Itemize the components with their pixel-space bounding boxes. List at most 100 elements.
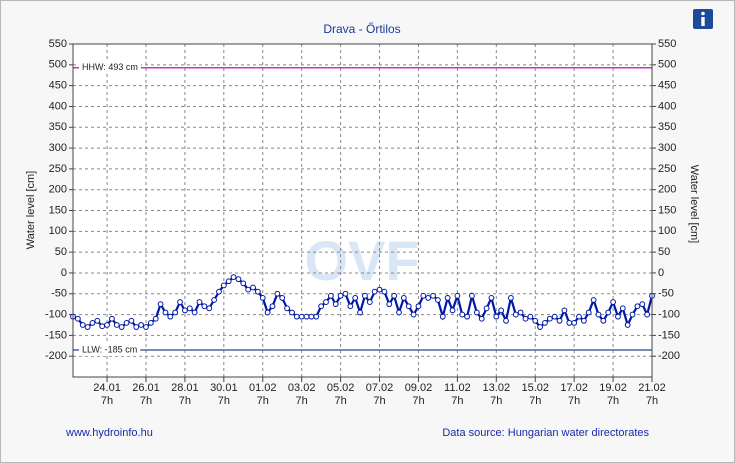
data-point bbox=[405, 303, 412, 310]
footer-link[interactable]: www.hydroinfo.hu bbox=[65, 427, 153, 439]
data-point bbox=[318, 303, 325, 310]
data-point bbox=[639, 301, 646, 308]
data-point bbox=[138, 322, 145, 328]
x-tick-label: 7h bbox=[607, 395, 619, 407]
x-tick-label: 01.02 bbox=[249, 382, 277, 394]
data-point bbox=[211, 297, 218, 303]
data-point bbox=[347, 303, 354, 310]
data-point bbox=[332, 301, 339, 308]
data-point bbox=[157, 301, 164, 308]
data-point bbox=[546, 315, 553, 322]
y2-tick-label: 150 bbox=[658, 204, 676, 216]
data-point bbox=[172, 309, 179, 316]
y2-tick-label: 0 bbox=[658, 267, 664, 279]
y2-tick-label: -200 bbox=[658, 350, 680, 362]
data-point bbox=[337, 292, 344, 299]
data-point bbox=[109, 315, 115, 322]
x-tick-label: 7h bbox=[218, 395, 230, 407]
data-point bbox=[104, 322, 110, 328]
data-point bbox=[230, 274, 237, 281]
data-point bbox=[79, 322, 86, 328]
data-point bbox=[279, 295, 286, 301]
plot-border bbox=[72, 43, 653, 378]
data-point bbox=[274, 290, 281, 297]
y-tick-label: 150 bbox=[49, 204, 67, 216]
y-tick-label: 400 bbox=[49, 100, 67, 112]
data-point bbox=[162, 309, 169, 316]
data-point bbox=[561, 307, 568, 314]
data-point bbox=[118, 324, 125, 330]
data-point bbox=[191, 309, 198, 316]
data-point bbox=[342, 290, 349, 297]
y-tick-label: -200 bbox=[45, 350, 67, 362]
y-tick-label: 50 bbox=[55, 246, 67, 258]
y-tick-label: -150 bbox=[45, 329, 67, 341]
data-point bbox=[123, 319, 130, 326]
data-point bbox=[264, 309, 271, 316]
data-point bbox=[400, 295, 407, 301]
data-point bbox=[94, 317, 101, 324]
data-point bbox=[196, 299, 203, 305]
data-point bbox=[396, 309, 402, 316]
data-point bbox=[99, 323, 106, 330]
data-point bbox=[493, 313, 500, 320]
x-tick-label: 7h bbox=[412, 395, 424, 407]
data-point bbox=[84, 324, 91, 330]
x-tick-label: 05.02 bbox=[327, 382, 355, 394]
data-point bbox=[512, 311, 519, 318]
x-tick-label: 11.02 bbox=[444, 382, 471, 394]
y-tick-label: 0 bbox=[61, 267, 67, 279]
y2-tick-label: 550 bbox=[658, 38, 676, 50]
threshold-label-bg bbox=[79, 342, 141, 356]
data-point bbox=[435, 297, 441, 303]
x-tick-label: 24.01 bbox=[93, 382, 121, 394]
data-point bbox=[186, 305, 193, 312]
y-tick-label: -50 bbox=[51, 288, 67, 300]
x-tick-label: 7h bbox=[334, 395, 346, 407]
data-point bbox=[478, 315, 485, 322]
data-point bbox=[483, 305, 490, 312]
data-point bbox=[240, 280, 247, 287]
y-tick-label: 350 bbox=[49, 121, 67, 133]
x-tick-label: 7h bbox=[140, 395, 152, 407]
data-point bbox=[624, 322, 631, 328]
y2-tick-label: 450 bbox=[658, 80, 676, 92]
data-point bbox=[415, 303, 422, 310]
data-point bbox=[610, 299, 616, 305]
y2-tick-label: 250 bbox=[658, 163, 676, 175]
data-point bbox=[439, 313, 446, 320]
x-tick-label: 7h bbox=[451, 395, 463, 407]
data-point bbox=[269, 303, 276, 310]
data-point bbox=[113, 322, 120, 328]
x-tick-label: 19.02 bbox=[599, 382, 627, 394]
data-point bbox=[250, 284, 256, 291]
data-point bbox=[522, 315, 529, 322]
data-point bbox=[507, 295, 514, 301]
data-point bbox=[503, 317, 509, 324]
data-point bbox=[254, 288, 261, 295]
x-tick-label: 21.02 bbox=[638, 382, 666, 394]
x-tick-label: 17.02 bbox=[560, 382, 588, 394]
x-tick-label: 13.02 bbox=[483, 382, 511, 394]
y2-tick-label: 100 bbox=[658, 225, 676, 237]
data-point bbox=[167, 313, 174, 320]
y2-tick-label: 350 bbox=[658, 121, 676, 133]
data-point bbox=[313, 313, 320, 320]
data-point bbox=[619, 305, 626, 312]
info-button[interactable] bbox=[693, 9, 713, 29]
data-point bbox=[527, 313, 534, 320]
data-point bbox=[449, 307, 456, 314]
x-tick-label: 7h bbox=[101, 395, 113, 407]
data-point bbox=[600, 317, 607, 324]
y2-tick-label: -100 bbox=[658, 308, 680, 320]
x-tick-label: 7h bbox=[296, 395, 308, 407]
x-tick-label: 09.02 bbox=[405, 382, 433, 394]
data-point bbox=[235, 276, 242, 283]
x-tick-label: 7h bbox=[490, 395, 502, 407]
y2-tick-label: 500 bbox=[658, 59, 676, 71]
x-tick-label: 7h bbox=[568, 395, 580, 407]
x-tick-label: 7h bbox=[646, 395, 658, 407]
data-point bbox=[459, 311, 466, 318]
x-tick-label: 07.02 bbox=[366, 382, 394, 394]
data-point bbox=[595, 311, 602, 318]
